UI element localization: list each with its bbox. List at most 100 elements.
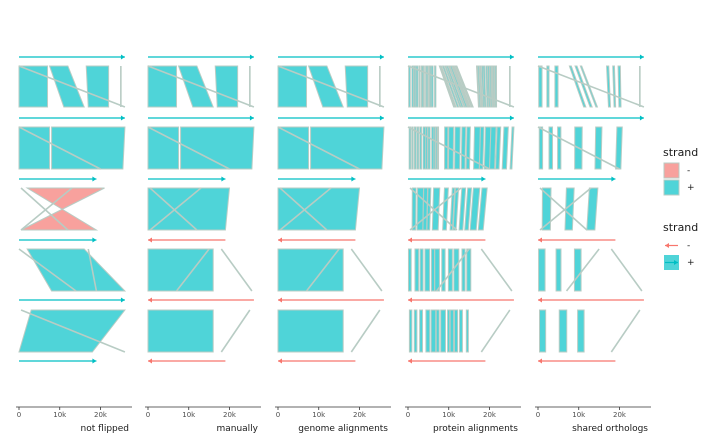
- link-group-3: [20, 187, 105, 231]
- link-sliver: [430, 65, 434, 108]
- x-tick-label: 10k: [312, 411, 326, 419]
- x-axis: 0 10k 20k: [16, 406, 132, 419]
- link-sliver: [454, 126, 461, 170]
- link-group-3: [277, 187, 361, 231]
- link-group-4: [407, 248, 513, 292]
- legend-swatch: [663, 179, 680, 196]
- link-thin-1: [537, 65, 645, 108]
- link-thin-1: [18, 65, 126, 108]
- link-sliver: [427, 126, 431, 170]
- link-sliver: [454, 65, 473, 108]
- genome-arrow-3-head: [611, 176, 616, 182]
- link-thin-2: [149, 187, 202, 231]
- genome-arrow-4-head: [538, 237, 542, 243]
- genome-arrow-6-head: [92, 358, 97, 364]
- link-sliver: [435, 126, 438, 170]
- legend-2: strand - +: [663, 221, 698, 270]
- link-block-1: [147, 187, 231, 231]
- link-sliver: [453, 309, 459, 353]
- x-tick-label: 20k: [483, 411, 497, 419]
- link-sliver: [434, 248, 440, 292]
- link-sliver: [459, 309, 463, 353]
- x-axis: 0 10k 20k: [405, 406, 521, 419]
- link-thin-2: [279, 187, 332, 231]
- x-tick-label: 0: [406, 411, 410, 419]
- genome-arrow-6-head: [408, 358, 412, 364]
- link-group-1: [147, 65, 255, 108]
- link-sliver: [449, 65, 468, 108]
- legend-swatch: [663, 162, 680, 179]
- link-block-1: [147, 65, 178, 108]
- x-tick-label: 20k: [94, 411, 108, 419]
- genome-arrow-1-head: [120, 54, 125, 60]
- link-thin-1: [407, 65, 515, 108]
- legend-label: -: [687, 241, 690, 251]
- link-thin-1: [610, 248, 643, 292]
- x-tick-label: 20k: [353, 411, 367, 419]
- link-sliver: [574, 65, 593, 108]
- x-tick-label: 10k: [53, 411, 67, 419]
- link-thin-2: [409, 187, 462, 231]
- link-thin-1: [147, 126, 230, 170]
- link-group-1: [537, 65, 645, 108]
- x-tick-label: 0: [17, 411, 21, 419]
- link-block-1: [277, 248, 344, 292]
- link-block-1: [277, 126, 310, 170]
- link-sliver: [426, 65, 429, 108]
- genome-arrow-2-head: [379, 115, 384, 121]
- link-sliver: [555, 248, 562, 292]
- link-block-1: [147, 309, 214, 353]
- genome-arrow-4-head: [148, 237, 152, 243]
- link-block-2: [48, 65, 85, 108]
- genome-arrow-5-head: [278, 297, 282, 303]
- link-sliver: [548, 126, 554, 170]
- link-block-1: [277, 309, 344, 353]
- link-thin-1: [407, 126, 490, 170]
- link-sliver: [477, 187, 488, 231]
- link-sliver: [430, 248, 436, 292]
- x-axis: 0 10k 20k: [145, 406, 261, 419]
- link-sliver: [453, 248, 460, 292]
- x-tick-label: 0: [146, 411, 150, 419]
- link-sliver: [509, 126, 515, 170]
- link-group-5: [408, 309, 511, 353]
- link-group-5: [18, 309, 126, 353]
- link-sliver: [438, 65, 456, 108]
- link-sliver: [426, 187, 432, 231]
- link-group-4: [277, 248, 383, 292]
- link-thin-2: [539, 187, 592, 231]
- link-thin-1: [409, 187, 458, 231]
- link-sliver: [557, 126, 562, 170]
- link-block-1: [20, 187, 105, 231]
- link-thin-2: [565, 248, 600, 292]
- link-thin-1: [279, 187, 328, 231]
- link-sliver: [460, 126, 467, 170]
- link-sliver: [577, 309, 585, 353]
- link-sliver: [434, 65, 437, 108]
- genome-arrow-3-head: [92, 176, 97, 182]
- link-sliver: [444, 126, 449, 170]
- link-sliver: [478, 126, 485, 170]
- link-sliver: [538, 248, 546, 292]
- genome-arrow-1-head: [379, 54, 384, 60]
- genome-arrow-2-head: [120, 115, 125, 121]
- link-sliver: [428, 65, 432, 108]
- link-sliver: [541, 187, 552, 231]
- link-group-3: [409, 187, 488, 231]
- genome-arrow-1-head: [249, 54, 254, 60]
- link-thin-1: [20, 187, 69, 231]
- link-group-2: [18, 126, 126, 170]
- link-thin-2: [20, 187, 73, 231]
- link-sliver: [413, 309, 418, 353]
- link-sliver: [437, 126, 440, 170]
- link-sliver: [564, 187, 575, 231]
- link-sliver: [440, 309, 446, 353]
- link-sliver: [411, 187, 417, 231]
- link-sliver: [538, 309, 547, 353]
- link-thin-1: [480, 248, 513, 292]
- link-sliver: [448, 126, 455, 170]
- link-group-2: [407, 126, 515, 170]
- link-thin-1: [537, 126, 620, 170]
- link-block-1: [26, 248, 127, 292]
- link-sliver: [419, 126, 423, 170]
